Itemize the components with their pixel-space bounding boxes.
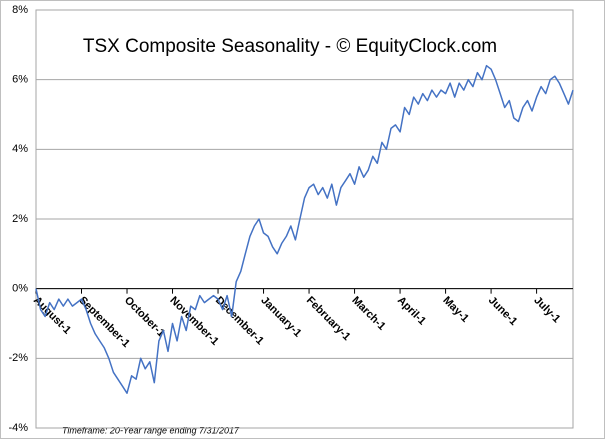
y-tick-label: 6%: [12, 74, 28, 86]
series-line: [35, 64, 574, 394]
y-tick-label: -4%: [8, 422, 28, 434]
y-tick-label: 2%: [12, 213, 28, 225]
footnote: Timeframe: 20-Year range ending 7/31/201…: [62, 425, 240, 435]
y-tick-label: -2%: [8, 352, 28, 364]
y-tick-label: 8%: [12, 4, 28, 16]
y-tick-label: 4%: [12, 143, 28, 155]
chart-title: TSX Composite Seasonality - © EquityCloc…: [83, 36, 497, 57]
y-tick-label: 0%: [12, 283, 28, 295]
